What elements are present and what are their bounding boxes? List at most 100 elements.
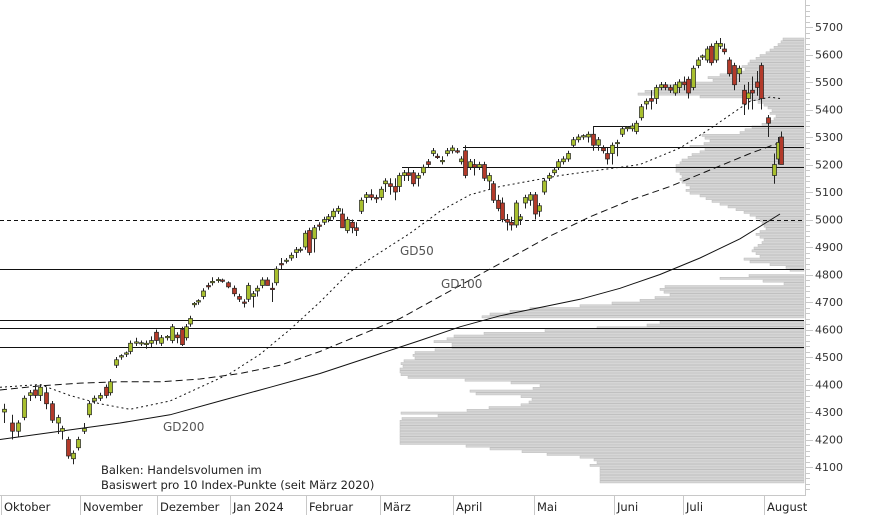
- volume-bar: [599, 475, 805, 478]
- volume-bar: [520, 395, 805, 398]
- candle-up: [518, 216, 523, 220]
- candle-up: [445, 150, 450, 154]
- volume-bar: [579, 304, 805, 308]
- candle-down: [472, 164, 477, 168]
- volume-bar: [599, 472, 805, 475]
- candle-up: [188, 318, 193, 325]
- volume-bar: [740, 70, 805, 74]
- candle-down: [232, 287, 237, 295]
- y-tick-label: 4500: [815, 351, 843, 364]
- volume-bar: [529, 307, 805, 310]
- candle-up: [76, 439, 81, 449]
- candle-up: [246, 285, 251, 300]
- volume-bar: [761, 123, 805, 126]
- volume-bar: [451, 343, 805, 346]
- candle-up: [737, 67, 742, 75]
- candle-down: [154, 331, 159, 341]
- volume-bar: [466, 409, 805, 412]
- volume-bar: [510, 381, 805, 385]
- candle-up: [615, 142, 620, 145]
- volume-bar: [763, 224, 805, 228]
- candle-down: [66, 439, 71, 457]
- candle-down: [104, 386, 109, 396]
- candle-up: [610, 144, 615, 154]
- volume-bar: [531, 398, 805, 401]
- candle-up: [331, 210, 336, 218]
- volume-bar: [765, 227, 805, 231]
- volume-bar: [755, 252, 805, 255]
- candle-up: [345, 219, 350, 231]
- volume-bar: [757, 101, 805, 104]
- candle-up: [274, 268, 279, 284]
- candle-up: [383, 180, 388, 185]
- candle-down: [374, 197, 379, 200]
- volume-bar: [599, 466, 805, 470]
- volume-bar: [783, 282, 805, 286]
- volume-bar: [744, 128, 805, 132]
- gd200-label: GD200: [163, 420, 204, 434]
- candle-up: [98, 395, 103, 399]
- volume-bar: [611, 301, 805, 305]
- candle-up: [359, 199, 364, 212]
- candle-down: [393, 186, 398, 193]
- y-tick-label: 5300: [815, 131, 843, 144]
- volume-bar: [659, 288, 805, 291]
- volume-bar: [675, 169, 805, 173]
- volume-bar: [727, 205, 805, 209]
- volume-bar: [782, 37, 805, 41]
- volume-bar: [709, 139, 805, 143]
- gd50-line: [0, 96, 781, 410]
- candle-down: [759, 65, 764, 99]
- volume-bar: [675, 164, 805, 167]
- candle-up: [196, 300, 201, 303]
- volume-bar: [399, 436, 805, 440]
- volume-bar: [739, 131, 805, 134]
- volume-bar: [701, 134, 805, 137]
- x-month-label: Dezember: [160, 500, 220, 514]
- volume-bar: [681, 180, 805, 184]
- volume-bar: [403, 359, 805, 363]
- candle-up: [60, 428, 65, 432]
- candle-down: [406, 172, 411, 176]
- candle-down: [270, 287, 275, 290]
- volume-bar: [685, 189, 805, 192]
- candle-up: [547, 175, 552, 179]
- volume-bar: [780, 40, 805, 44]
- candle-down: [411, 172, 416, 185]
- candle-up: [251, 293, 256, 297]
- volume-bar: [399, 425, 805, 429]
- volume-bar: [703, 142, 805, 145]
- candle-up: [566, 153, 571, 160]
- volume-bar: [755, 233, 805, 236]
- candle-down: [279, 263, 284, 266]
- candle-up: [552, 169, 557, 174]
- candle-up: [620, 128, 625, 135]
- candle-up: [192, 303, 197, 306]
- candle-up: [586, 133, 591, 138]
- candle-up: [114, 359, 119, 366]
- volume-bar: [685, 183, 805, 187]
- candle-down: [722, 48, 727, 53]
- volume-bar: [521, 450, 805, 453]
- gd100-label: GD100: [441, 277, 482, 291]
- volume-bar: [705, 197, 805, 200]
- x-month-label: August: [767, 500, 808, 514]
- moving-averages: [0, 96, 781, 440]
- candle-down: [33, 389, 38, 396]
- volume-bar: [759, 235, 805, 239]
- volume-bar: [528, 400, 805, 404]
- volume-bar: [767, 106, 805, 110]
- candle-down: [742, 89, 747, 105]
- candle-down: [727, 59, 732, 75]
- candle-up: [450, 147, 455, 152]
- candle-up: [82, 428, 87, 432]
- volume-bar: [681, 158, 805, 162]
- candle-up: [139, 342, 144, 345]
- candle-up: [459, 158, 464, 163]
- y-tick-label: 5200: [815, 159, 843, 172]
- volume-bar: [777, 43, 805, 46]
- volume-bar: [699, 194, 805, 198]
- candle-down: [750, 89, 755, 94]
- volume-bar: [414, 351, 805, 354]
- candle-up: [440, 160, 445, 163]
